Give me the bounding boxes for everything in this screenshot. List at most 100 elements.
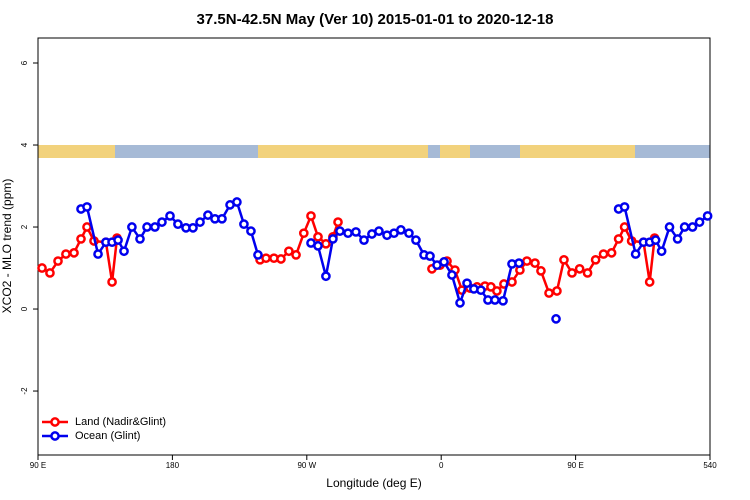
data-point — [165, 211, 175, 221]
data-point — [188, 222, 198, 233]
data-point — [490, 295, 500, 305]
data-point — [590, 254, 601, 265]
data-point — [113, 235, 123, 245]
data-point — [107, 277, 117, 287]
data-point — [613, 234, 624, 244]
data-point — [644, 277, 655, 287]
data-point — [447, 270, 457, 280]
data-point — [656, 246, 667, 257]
data-point — [93, 249, 103, 259]
data-point — [551, 314, 561, 324]
data-point — [530, 258, 540, 268]
data-point — [351, 227, 361, 237]
x-tick-label: 540 — [703, 461, 717, 470]
data-point — [514, 258, 524, 268]
data-point — [335, 226, 345, 236]
data-point — [127, 222, 137, 232]
data-point — [567, 268, 577, 278]
data-point — [679, 222, 690, 232]
data-point — [82, 222, 92, 232]
data-point — [522, 256, 532, 266]
data-point — [619, 202, 630, 212]
data-point — [306, 211, 316, 221]
plot-frame — [37, 37, 711, 456]
data-point — [411, 235, 421, 245]
data-point — [82, 202, 92, 212]
data-point — [574, 263, 585, 274]
data-point — [203, 210, 213, 220]
data-point — [173, 219, 183, 230]
data-point — [650, 235, 661, 245]
x-tick-label: 90 E — [30, 461, 46, 470]
data-point — [239, 219, 249, 230]
data-point — [404, 228, 414, 239]
data-point — [455, 298, 465, 308]
data-point — [552, 286, 562, 296]
data-point — [343, 228, 353, 239]
x-tick-label: 180 — [166, 461, 180, 470]
land-ocean-strip — [38, 145, 710, 158]
legend-marker — [50, 417, 60, 427]
data-point — [142, 222, 152, 232]
y-tick-label: 2 — [20, 224, 29, 229]
data-point — [664, 222, 675, 232]
data-point — [232, 197, 242, 207]
y-tick-label: -2 — [20, 387, 29, 395]
data-point — [439, 257, 449, 267]
data-point — [462, 278, 472, 289]
data-point — [135, 234, 145, 244]
data-point — [619, 222, 630, 232]
data-point — [321, 271, 331, 282]
data-point — [328, 234, 338, 244]
data-point — [396, 225, 406, 235]
data-point — [476, 285, 486, 296]
data-point — [157, 217, 167, 227]
x-axis-label: Longitude (deg E) — [326, 476, 421, 490]
data-point — [313, 241, 323, 251]
data-point — [672, 234, 683, 244]
x-tick-label: 90 E — [567, 461, 583, 470]
data-point — [598, 249, 609, 259]
y-tick-label: 4 — [20, 142, 29, 147]
data-point — [313, 232, 323, 242]
data-point — [559, 254, 569, 265]
data-point — [150, 222, 160, 232]
data-point — [69, 248, 79, 258]
data-point — [687, 222, 698, 232]
data-point — [76, 234, 86, 244]
data-point — [253, 250, 263, 260]
data-point — [544, 288, 554, 298]
data-point — [195, 217, 205, 227]
data-point — [284, 246, 294, 257]
x-tick-label: 0 — [439, 461, 444, 470]
data-point — [425, 251, 435, 261]
data-point — [298, 228, 309, 239]
x-tick-label: 90 W — [297, 461, 316, 470]
data-point — [119, 246, 129, 257]
data-point — [321, 238, 331, 249]
data-point — [694, 217, 705, 227]
legend-label: Ocean (Glint) — [75, 430, 140, 442]
chart-title: 37.5N-42.5N May (Ver 10) 2015-01-01 to 2… — [197, 11, 554, 28]
data-point — [61, 249, 71, 259]
data-point — [276, 254, 286, 264]
data-point — [217, 213, 227, 224]
data-point — [498, 295, 508, 306]
data-point — [630, 249, 641, 259]
data-point — [492, 286, 502, 296]
data-point — [582, 268, 593, 278]
data-point — [536, 266, 546, 276]
data-point — [53, 256, 63, 266]
data-point — [374, 226, 384, 236]
data-point — [359, 235, 369, 245]
data-point — [333, 217, 343, 227]
data-point — [45, 268, 55, 278]
data-point — [37, 263, 47, 273]
y-axis-label: XCO2 - MLO trend (ppm) — [0, 179, 14, 314]
data-point — [606, 248, 617, 258]
data-point — [246, 226, 256, 236]
data-point — [261, 253, 271, 264]
legend-label: Land (Nadir&Glint) — [75, 416, 166, 428]
legend-marker — [50, 431, 60, 441]
